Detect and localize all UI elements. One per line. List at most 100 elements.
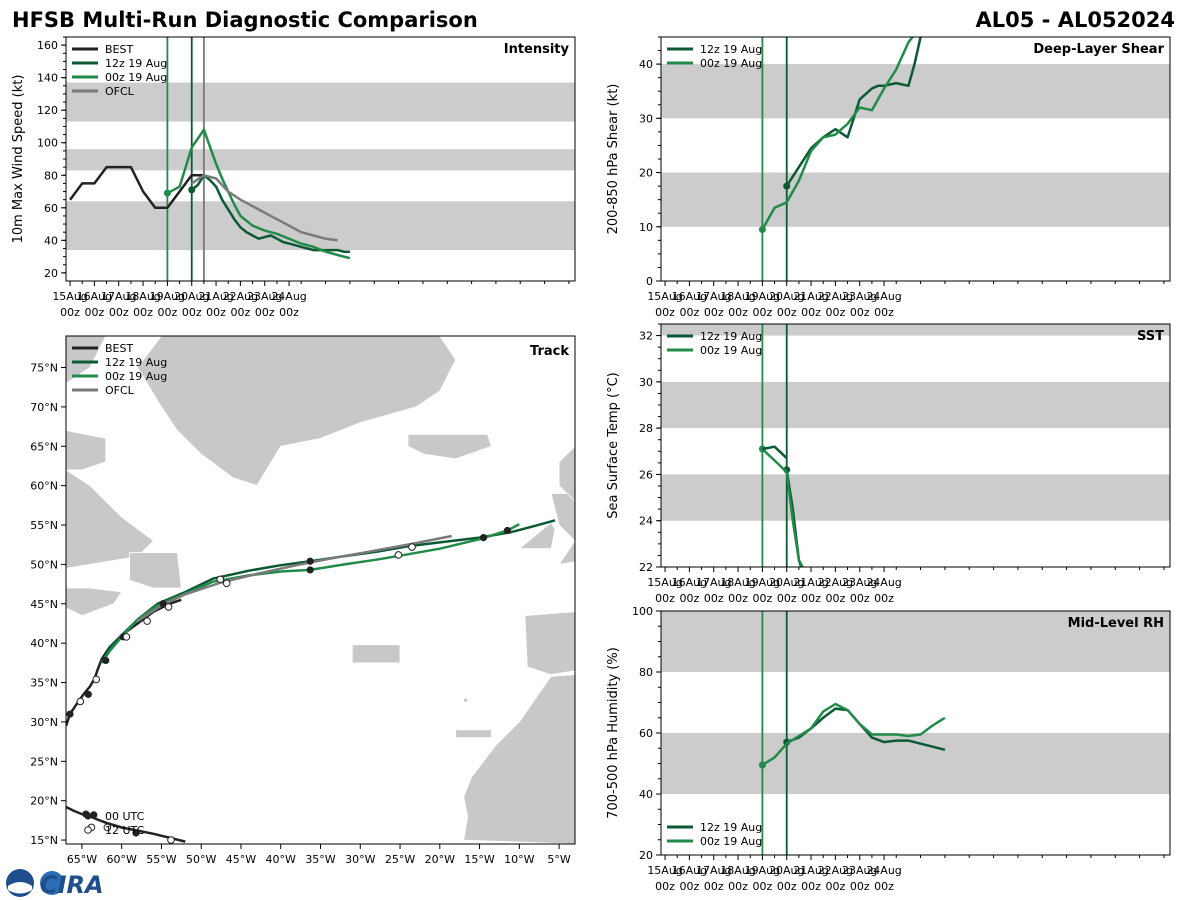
xtick-label-shear: 00z: [728, 306, 748, 319]
marker-legend-open: [84, 826, 92, 834]
band-intensity-1: [66, 149, 575, 171]
legend-label-sst: 12z 19 Aug: [700, 330, 762, 343]
ytick-label-track: 35°N: [30, 677, 58, 690]
track-marker-12utc: [216, 575, 225, 584]
xtick-label-rh: 23Aug: [842, 864, 877, 877]
logo-text: CIRA: [40, 871, 104, 899]
ylabel-sst: Sea Surface Temp (°C): [606, 372, 621, 519]
xtick-label-track: 20°W: [425, 853, 455, 866]
land-iberia: [524, 611, 575, 676]
xtick-label-shear: 00z: [801, 306, 821, 319]
track-marker-00utc: [66, 710, 74, 718]
plot-body-shear: [661, 37, 1170, 281]
xtick-label-track: 65°W: [67, 853, 97, 866]
ytick-label-rh: 40: [639, 788, 653, 801]
xtick-label-rh: 21Aug: [793, 864, 828, 877]
ytick-label-sst: 22: [639, 561, 653, 574]
xtick-label-track: 5°W: [547, 853, 570, 866]
xtick-label-shear: 19Aug: [745, 290, 780, 303]
xtick-label-intensity: 17Aug: [101, 290, 136, 303]
xtick-label-shear: 00z: [655, 306, 675, 319]
band-shear-1: [661, 64, 1170, 119]
land-madeira: [463, 697, 469, 703]
panel-track: 65°W 60°W 55°W 50°W 45°W 40°W 35°W 30°W 25°W 20°W…: [30, 335, 576, 866]
xtick-label-sst: 16Aug: [672, 576, 707, 589]
track-marker-00utc: [90, 811, 98, 819]
xtick-label-rh: 00z: [850, 880, 870, 893]
xtick-label-rh: 00z: [801, 880, 821, 893]
ytick-label-sst: 26: [639, 468, 653, 481]
init-point-shear-0: [783, 182, 791, 190]
track-marker-12utc: [408, 543, 416, 551]
xtick-label-sst: 00z: [801, 592, 821, 605]
xtick-label-shear: 00z: [777, 306, 797, 319]
track-marker-00utc: [102, 656, 110, 665]
ytick-label-shear: 20: [639, 167, 653, 180]
xtick-label-rh: 00z: [777, 880, 797, 893]
xtick-label-shear: 22Aug: [818, 290, 853, 303]
xtick-label-shear: 00z: [874, 306, 894, 319]
xtick-label-intensity: 00z: [279, 306, 299, 319]
xtick-label-track: 55°W: [146, 853, 176, 866]
xtick-label-rh: 00z: [753, 880, 773, 893]
panel-sst: 15Aug 00z 16Aug 00z 17Aug 00z 18Aug 00z 19Aug 00z…: [606, 323, 1171, 605]
band-sst-1: [661, 381, 1170, 429]
series-intensity-3: [191, 174, 338, 242]
xtick-label-sst: 20Aug: [769, 576, 804, 589]
track-marker-00utc: [479, 534, 488, 542]
xtick-label-track: 35°W: [305, 853, 335, 866]
xtick-label-shear: 20Aug: [769, 290, 804, 303]
xtick-label-track: 25°W: [385, 853, 415, 866]
xtick-label-sst: 00z: [850, 592, 870, 605]
legend-label-intensity: BEST: [105, 43, 133, 56]
noaa-wave-icon: [8, 882, 32, 894]
ytick-label-track: 45°N: [30, 598, 58, 611]
xtick-label-sst: 17Aug: [696, 576, 731, 589]
track-line-3: [100, 523, 520, 664]
ytick-label-rh: 100: [632, 605, 653, 618]
ytick-label-shear: 30: [639, 112, 653, 125]
ytick-label-shear: 40: [639, 58, 653, 71]
xtick-label-track: 60°W: [106, 853, 136, 866]
xtick-label-intensity: 20Aug: [174, 290, 209, 303]
xtick-label-rh: 20Aug: [769, 864, 804, 877]
ytick-label-track: 65°N: [30, 440, 58, 453]
xtick-label-track: 40°W: [266, 853, 296, 866]
xtick-label-intensity: 00z: [109, 306, 129, 319]
xtick-label-intensity: 00z: [255, 306, 275, 319]
xtick-label-shear: 00z: [753, 306, 773, 319]
marker-legend-label: 12 UTC: [105, 824, 145, 837]
track-marker-12utc: [164, 603, 173, 611]
xtick-label-sst: 00z: [704, 592, 724, 605]
land-newfoundland: [129, 552, 182, 589]
xtick-label-sst: 19Aug: [745, 576, 780, 589]
ytick-label-rh: 60: [639, 727, 653, 740]
ytick-label-sst: 28: [639, 422, 653, 435]
track-marker-12utc: [92, 675, 101, 684]
ytick-label-track: 70°N: [30, 401, 58, 414]
xtick-label-sst: 00z: [777, 592, 797, 605]
xtick-label-intensity: 22Aug: [223, 290, 258, 303]
xtick-label-shear: 24Aug: [866, 290, 901, 303]
legend-label-rh: 12z 19 Aug: [700, 821, 762, 834]
xtick-label-track: 15°W: [464, 853, 494, 866]
plot-body-sst: [661, 324, 1170, 567]
xtick-label-shear: 00z: [704, 306, 724, 319]
ytick-label-track: 20°N: [30, 795, 58, 808]
track-marker-00utc: [132, 829, 140, 837]
legend-label-shear: 00z 19 Aug: [700, 57, 762, 70]
track-line-1: [66, 805, 186, 843]
band-rh-1: [661, 611, 1170, 672]
land-britain: [550, 493, 575, 565]
legend-label-intensity: 12z 19 Aug: [105, 57, 167, 70]
ytick-label-intensity: 120: [37, 104, 58, 117]
ytick-label-intensity: 100: [37, 137, 58, 150]
ytick-label-intensity: 20: [44, 267, 58, 280]
ytick-label-track: 25°N: [30, 755, 58, 768]
band-intensity-2: [66, 82, 575, 122]
band-sst-0: [661, 474, 1170, 521]
land-africa: [463, 674, 575, 844]
xtick-label-shear: 18Aug: [720, 290, 755, 303]
xtick-label-rh: 22Aug: [818, 864, 853, 877]
